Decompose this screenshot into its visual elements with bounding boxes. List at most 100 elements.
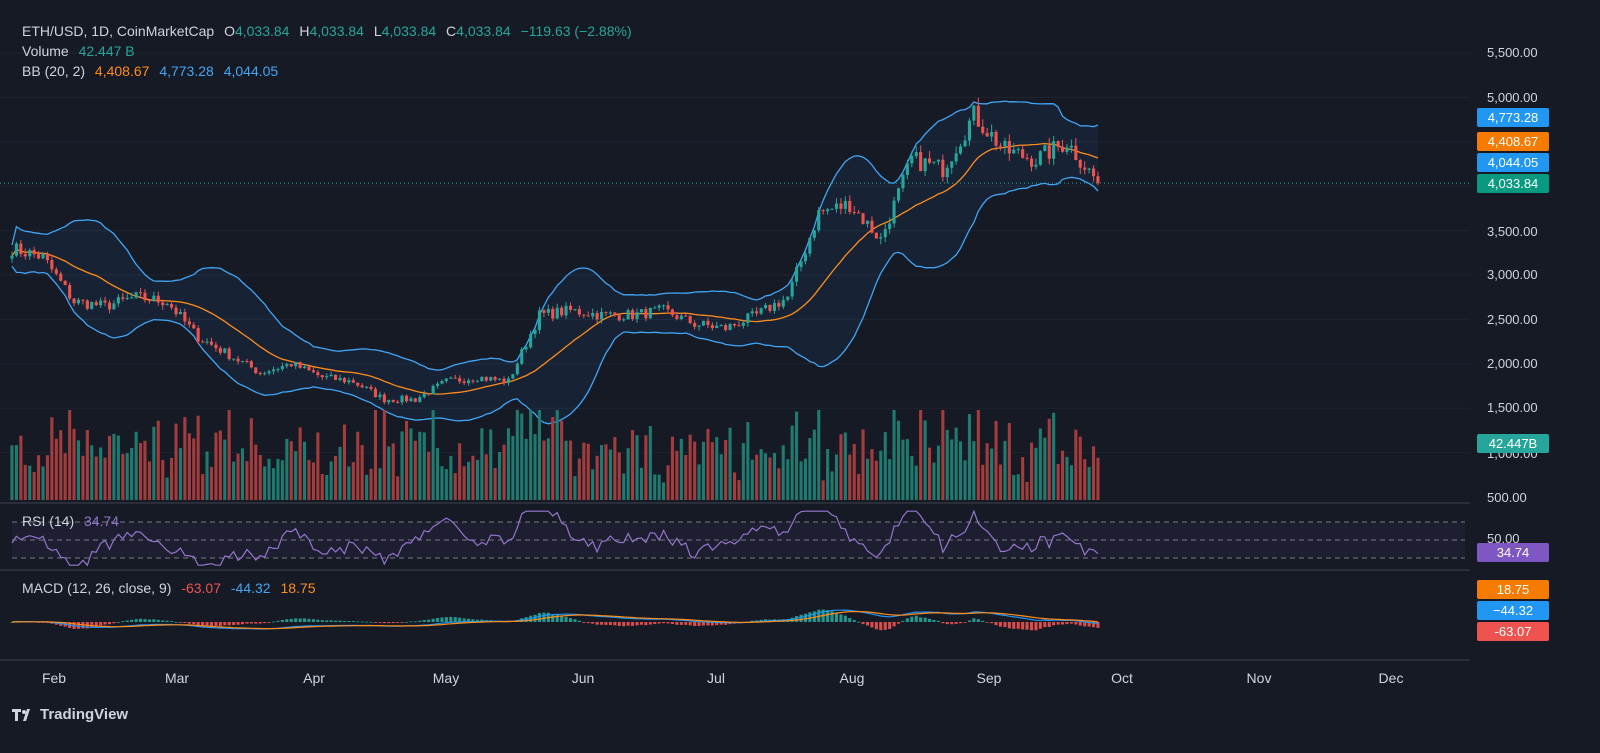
volume-bar	[741, 443, 745, 500]
macd-histogram-bar	[595, 622, 599, 625]
volume-bar	[826, 449, 830, 500]
macd-histogram-bar	[1052, 622, 1056, 626]
volume-bar	[240, 448, 244, 500]
bb-legend: BB (20, 2) 4,408.67 4,773.28 4,044.05	[22, 63, 278, 79]
volume-bar	[772, 453, 776, 500]
bb-band-fill	[12, 101, 1098, 424]
candle-body	[1030, 158, 1034, 167]
volume-bar	[245, 461, 249, 500]
volume-bar	[334, 456, 338, 500]
macd-histogram-bar	[125, 620, 129, 622]
volume-bar	[400, 431, 404, 500]
volume-bar	[657, 474, 661, 500]
macd-histogram-bar	[843, 615, 847, 622]
volume-bar	[1087, 467, 1091, 500]
volume-bar	[303, 441, 307, 500]
volume-bar	[329, 461, 333, 500]
volume-bar	[564, 440, 568, 500]
volume-bar	[715, 437, 719, 500]
candle-body	[23, 254, 27, 257]
macd-histogram-bar	[267, 622, 271, 623]
macd-histogram-bar	[272, 621, 276, 623]
volume-bar	[72, 428, 76, 500]
bb-label: BB (20, 2)	[22, 63, 86, 79]
volume-bar	[427, 451, 431, 500]
candle-body	[351, 380, 355, 383]
macd-histogram-bar	[76, 622, 80, 629]
macd-signal-tag: −44.32	[1477, 601, 1549, 620]
volume-bar	[608, 449, 612, 500]
macd-histogram-bar	[289, 618, 293, 622]
volume-bar	[484, 454, 488, 500]
macd-histogram-bar	[369, 621, 373, 623]
volume-bar	[418, 431, 422, 500]
volume-bar	[201, 474, 205, 500]
candle-body	[914, 152, 918, 157]
bb-lower-line	[11, 176, 1099, 425]
volume-bar	[307, 460, 311, 500]
candle-body	[910, 156, 914, 164]
volume-bar	[1038, 428, 1042, 500]
tradingview-logo[interactable]: TradingView	[12, 706, 128, 723]
macd-histogram-bar	[963, 622, 967, 623]
candle-body	[515, 363, 519, 375]
candle-body	[990, 131, 994, 137]
candle-body	[41, 253, 45, 259]
candle-body	[236, 358, 240, 362]
macd-histogram-bar	[112, 622, 116, 624]
volume-value: 42.447 B	[78, 43, 135, 59]
macd-histogram-bar	[834, 612, 838, 622]
volume-bar	[422, 432, 426, 500]
volume-bar	[285, 438, 289, 500]
candle-body	[932, 161, 936, 163]
bb-upper-tag: 4,773.28	[1477, 108, 1549, 127]
volume-bar	[808, 438, 812, 500]
macd-value: -63.07	[181, 580, 221, 596]
volume-bar	[209, 466, 213, 500]
volume-bar	[342, 424, 346, 500]
candle-body	[365, 386, 369, 388]
volume-bar	[945, 430, 949, 500]
volume-bar	[679, 438, 683, 500]
macd-histogram-bar	[808, 612, 812, 622]
candle-body	[622, 319, 626, 321]
macd-histogram-bar	[675, 622, 679, 625]
candle-body	[342, 378, 346, 383]
candle-body	[112, 303, 116, 310]
candle-body	[994, 131, 998, 146]
candle-body	[143, 292, 147, 301]
candle-body	[639, 309, 643, 313]
macd-histogram-bar	[453, 617, 457, 622]
macd-histogram-bar	[431, 618, 435, 622]
volume-bar	[1030, 442, 1034, 500]
candle-body	[139, 292, 143, 294]
macd-histogram-bar	[422, 620, 426, 622]
volume-bar	[112, 433, 116, 500]
candle-body	[19, 243, 23, 254]
candle-body	[866, 220, 870, 224]
macd-histogram-bar	[418, 620, 422, 622]
candle-body	[10, 255, 14, 259]
candle-body	[1078, 160, 1082, 168]
macd-histogram-bar	[608, 622, 612, 625]
candle-body	[600, 311, 604, 320]
volume-bar	[790, 425, 794, 500]
macd-histogram-bar	[396, 622, 400, 623]
candle-body	[356, 382, 360, 386]
volume-bar	[81, 455, 85, 500]
candle-body	[475, 381, 479, 383]
volume-bar	[994, 421, 998, 500]
macd-histogram-bar	[985, 622, 989, 623]
volume-bar	[130, 447, 134, 500]
macd-histogram-bar	[701, 622, 705, 626]
macd-histogram-bar	[187, 622, 191, 624]
candle-body	[972, 105, 976, 121]
volume-bar	[143, 440, 147, 500]
bb-upper-line	[11, 100, 1099, 371]
volume-bar	[781, 445, 785, 500]
volume-bar	[272, 468, 276, 500]
macd-value-tag: -63.07	[1477, 622, 1549, 641]
macd-histogram-bar	[320, 620, 324, 622]
candle-body	[892, 200, 896, 224]
